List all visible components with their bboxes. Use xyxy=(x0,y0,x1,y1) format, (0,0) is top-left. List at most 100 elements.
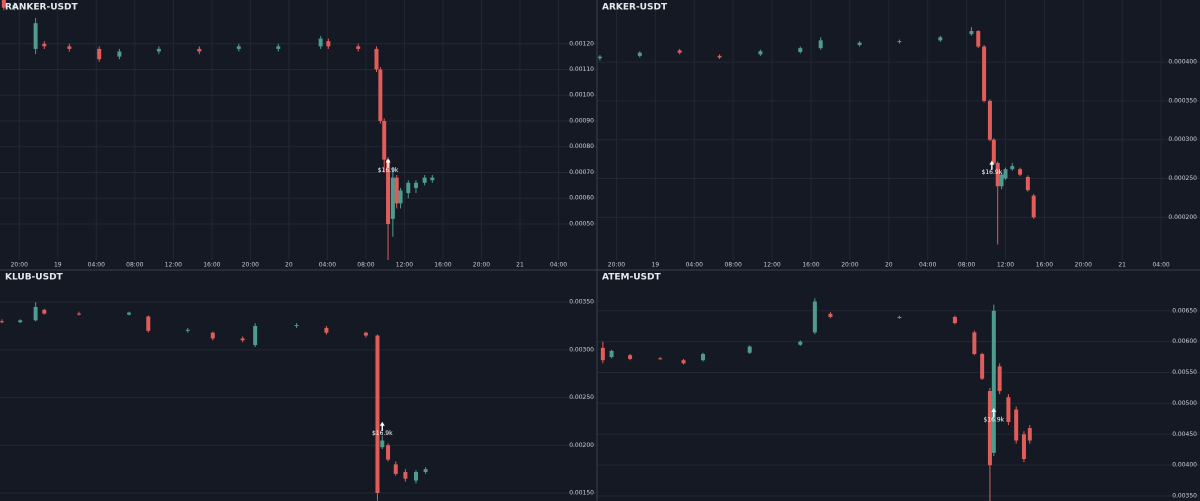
annotation-arrow xyxy=(989,160,995,170)
candle-body xyxy=(1018,169,1023,175)
x-tick-label: 20:00 xyxy=(242,262,259,269)
candle-body xyxy=(597,56,602,59)
x-tick-label: 20:00 xyxy=(841,262,858,269)
candle-body xyxy=(185,329,190,331)
y-tick-label: 0.00080 xyxy=(569,143,594,150)
x-tick-label: 08:00 xyxy=(958,262,975,269)
annotation-label: $16.9k xyxy=(372,430,393,437)
candle-body xyxy=(146,316,151,331)
y-tick-label: 0.00100 xyxy=(569,92,594,99)
y-tick-label: 0.000400 xyxy=(1168,59,1197,66)
y-tick-label: 0.000350 xyxy=(1168,97,1197,104)
candle-body xyxy=(980,354,985,379)
candle-body xyxy=(1031,195,1036,218)
candle-body xyxy=(97,48,102,60)
y-tick-label: 0.00200 xyxy=(569,442,594,449)
candle-body xyxy=(76,313,81,315)
candle-body xyxy=(382,120,387,160)
y-tick-label: 0.00050 xyxy=(569,220,594,227)
candle-body xyxy=(677,50,682,53)
candle-body xyxy=(386,445,391,460)
x-tick-label: 04:00 xyxy=(1152,262,1169,269)
x-tick-label: 19 xyxy=(54,262,62,269)
candle-body xyxy=(363,332,368,336)
candles xyxy=(0,302,428,501)
candle-body xyxy=(969,31,974,35)
y-tick-label: 0.000200 xyxy=(1168,214,1197,221)
y-tick-label: 0.00500 xyxy=(1172,400,1197,407)
y-tick-label: 0.00300 xyxy=(569,346,594,353)
x-tick-label: 20:00 xyxy=(1075,262,1092,269)
candle-body xyxy=(156,48,161,52)
chart-panel: 0.00120 0.00110 0.00100 0.00090 0.00080 0.000… xyxy=(0,0,597,269)
x-tick-label: 12:00 xyxy=(165,262,182,269)
candle-body xyxy=(812,301,817,333)
y-tick-label: 0.00060 xyxy=(569,195,594,202)
x-tick-label: 04:00 xyxy=(919,262,936,269)
chart-panel: 0.00650 0.00600 0.00550 0.00500 0.00450 0.004… xyxy=(597,273,1200,501)
candle-body xyxy=(1,0,6,8)
candle-body xyxy=(637,52,642,56)
candle-body xyxy=(976,31,981,47)
candle-body xyxy=(897,41,902,43)
x-tick-label: 21 xyxy=(516,262,524,269)
candles xyxy=(1,0,435,260)
annotation-arrow xyxy=(379,421,385,431)
candle-body xyxy=(33,306,38,321)
candle-body xyxy=(42,43,47,47)
candle-body xyxy=(828,313,833,317)
candle-body xyxy=(430,177,435,181)
panel-title: ATEM-USDT xyxy=(602,273,662,283)
x-tick-label: 08:00 xyxy=(126,262,143,269)
candles xyxy=(600,298,1032,501)
candle-body xyxy=(982,46,987,101)
x-tick-label: 08:00 xyxy=(725,262,742,269)
candle-body xyxy=(394,177,399,204)
candle-body xyxy=(42,309,47,314)
candle-body xyxy=(413,182,418,188)
candle-body xyxy=(386,159,391,224)
chart-panel: 0.00350 0.00300 0.00250 0.00200 0.00150 $16.9… xyxy=(0,273,597,501)
panel-title: RANKER-USDT xyxy=(5,3,78,13)
x-tick-label: 21 xyxy=(1118,262,1126,269)
annotation-arrow xyxy=(991,407,997,417)
candle-body xyxy=(423,469,428,472)
candle-body xyxy=(67,46,72,49)
x-tick-label: 20 xyxy=(285,262,293,269)
candle-body xyxy=(375,335,380,493)
candle-body xyxy=(952,316,957,324)
y-tick-label: 0.00350 xyxy=(569,299,594,306)
candle-body xyxy=(609,350,614,358)
candle-body xyxy=(12,5,17,8)
candle-body xyxy=(390,177,395,219)
candle-body xyxy=(117,51,122,57)
y-tick-label: 0.00350 xyxy=(1172,493,1197,500)
candle-body xyxy=(253,326,258,346)
annotation-label: $16.9k xyxy=(378,167,399,174)
candle-body xyxy=(798,48,803,52)
candle-body xyxy=(991,139,996,163)
candle-body xyxy=(938,37,943,41)
annotation-label: $16.9k xyxy=(983,416,1004,423)
x-tick-label: 12:00 xyxy=(396,262,413,269)
candle-body xyxy=(1014,409,1019,441)
candle-body xyxy=(681,360,686,364)
chart-panel: 0.000400 0.000350 0.000300 0.000250 0.000200… xyxy=(597,0,1200,269)
y-tick-label: 0.00120 xyxy=(569,40,594,47)
x-tick-label: 04:00 xyxy=(319,262,336,269)
y-tick-label: 0.00550 xyxy=(1172,369,1197,376)
y-tick-label: 0.00400 xyxy=(1172,462,1197,469)
candle-body xyxy=(1006,397,1011,422)
annotation-label: $16.9k xyxy=(982,169,1003,176)
y-tick-label: 0.00650 xyxy=(1172,307,1197,314)
candle-body xyxy=(857,42,862,46)
candle-body xyxy=(422,177,427,183)
candle-body xyxy=(18,320,23,323)
y-tick-label: 0.00150 xyxy=(569,489,594,496)
candle-body xyxy=(1027,428,1032,441)
candle-body xyxy=(628,355,633,359)
x-tick-label: 16:00 xyxy=(1036,262,1053,269)
candle-body xyxy=(798,341,803,345)
x-tick-label: 16:00 xyxy=(434,262,451,269)
